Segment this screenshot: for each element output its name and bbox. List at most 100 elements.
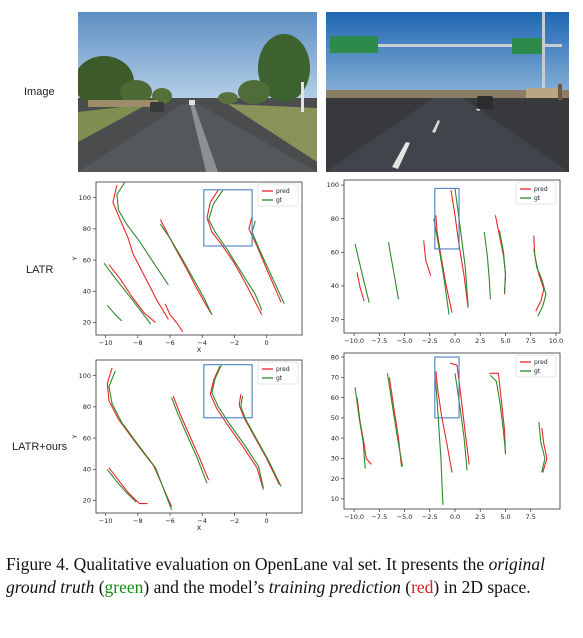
x-tick-label: −10 — [99, 517, 113, 525]
caption-red-word: red — [411, 577, 434, 597]
series-line-gt — [251, 220, 285, 305]
y-tick-label: 20 — [331, 475, 339, 483]
series-line-pred — [112, 184, 169, 320]
series-line-pred — [489, 372, 507, 455]
y-axis-label: Y — [71, 256, 79, 261]
caption-text-2: ( — [94, 577, 105, 597]
row-label-latr-ours: LATR+ours — [12, 441, 68, 453]
caption-text-5: ) in 2D space. — [433, 577, 531, 597]
legend-label-pred: pred — [534, 359, 548, 366]
series-line-pred — [423, 240, 432, 276]
x-tick-label: −10.0 — [344, 337, 364, 345]
legend-label-pred: pred — [276, 366, 290, 373]
series-line-pred — [164, 303, 184, 333]
series-line-pred — [108, 264, 156, 323]
legend-label-gt: gt — [276, 375, 283, 382]
row-label-image: Image — [24, 86, 55, 98]
series-line-gt — [454, 188, 469, 307]
legend-label-gt: gt — [276, 197, 283, 204]
x-tick-label: 2.5 — [475, 513, 485, 521]
series-line-gt — [387, 242, 400, 300]
x-axis-label: X — [197, 524, 202, 531]
road-photo-left — [78, 12, 317, 172]
y-tick-label: 60 — [331, 248, 339, 256]
x-tick-label: 2.5 — [475, 337, 485, 345]
series-line-pred — [356, 272, 365, 302]
plot-frame — [95, 181, 303, 336]
series-line-gt — [159, 223, 213, 315]
legend-label-pred: pred — [276, 188, 290, 195]
x-tick-label: −7.5 — [371, 337, 387, 345]
series-line-gt — [103, 262, 152, 325]
x-tick-label: 0 — [265, 517, 269, 525]
road-photo-right-image — [326, 12, 569, 172]
figure-caption: Figure 4. Qualitative evaluation on Open… — [6, 553, 578, 599]
legend-label-gt: gt — [534, 368, 541, 375]
y-tick-label: 30 — [331, 455, 339, 463]
plot-ours-right: −10.0 −7.5 −5.0 −2.5 0.0 2.5 5.0 7.5 10 20 30 40 50 6… — [318, 349, 566, 527]
caption-green-word: green — [104, 577, 144, 597]
x-tick-label: −10 — [99, 339, 113, 347]
caption-emphasis-ground-truth: original ground truth — [6, 554, 545, 597]
series-line-pred — [248, 216, 282, 303]
x-tick-label: −5.0 — [397, 337, 413, 345]
series-line-gt — [106, 304, 123, 322]
series-line-gt — [498, 230, 507, 293]
series-line-gt — [433, 218, 450, 315]
highlight-box — [434, 356, 460, 419]
series-line-gt — [211, 364, 264, 489]
x-tick-label: −2.5 — [422, 337, 438, 345]
x-tick-label: −5.0 — [397, 513, 413, 521]
x-tick-label: 10.0 — [549, 337, 563, 345]
plot-latr-right: −10.0 −7.5 −5.0 −2.5 0.0 2.5 5.0 7.5 10.0 20 40 60 8… — [318, 176, 566, 351]
series-line-pred — [435, 215, 453, 313]
y-tick-label: 40 — [331, 434, 339, 442]
series-line-gt — [171, 397, 208, 484]
x-tick-label: −2 — [230, 339, 240, 347]
caption-text-3: ) and the model’s — [143, 577, 269, 597]
x-tick-label: −4 — [197, 517, 207, 525]
x-tick-label: −8 — [133, 339, 143, 347]
series-line-gt — [240, 395, 282, 487]
y-tick-label: 60 — [83, 434, 91, 442]
x-tick-label: 0.0 — [450, 337, 460, 345]
x-tick-label: 5.0 — [500, 337, 510, 345]
y-tick-label: 40 — [83, 287, 91, 295]
chart-latr-right: −10.0 −7.5 −5.0 −2.5 0.0 2.5 5.0 7.5 10.0 20 40 60 8… — [327, 179, 563, 345]
series-line-gt — [386, 373, 404, 467]
y-tick-label: 80 — [83, 403, 91, 411]
highlight-box — [203, 189, 253, 247]
highlight-box — [434, 187, 460, 250]
y-tick-label: 10 — [331, 495, 339, 503]
series-line-gt — [354, 243, 370, 303]
series-line-gt — [538, 421, 546, 473]
y-tick-label: 20 — [83, 319, 91, 327]
chart-ours-right: −10.0 −7.5 −5.0 −2.5 0.0 2.5 5.0 7.5 10 20 30 40 50 6… — [331, 352, 561, 521]
y-tick-label: 60 — [331, 394, 339, 402]
y-tick-label: 40 — [331, 282, 339, 290]
series-line-pred — [159, 219, 213, 315]
road-photo-right — [326, 12, 569, 172]
x-tick-label: −2.5 — [422, 513, 438, 521]
caption-text-1: Figure 4. Qualitative evaluation on Open… — [6, 554, 489, 574]
series-line-gt — [454, 373, 468, 471]
y-tick-label: 80 — [331, 353, 339, 361]
y-axis-label: Y — [71, 434, 79, 439]
series-line-gt — [116, 181, 169, 286]
y-tick-label: 80 — [331, 215, 339, 223]
road-photo-left-image — [78, 12, 317, 172]
y-tick-label: 100 — [79, 372, 91, 380]
series-line-gt — [354, 387, 366, 469]
y-tick-label: 100 — [327, 181, 339, 189]
y-tick-label: 40 — [83, 465, 91, 473]
series-line-gt — [490, 374, 507, 453]
y-tick-label: 50 — [331, 414, 339, 422]
x-tick-label: 7.5 — [526, 513, 536, 521]
x-tick-label: 5.0 — [500, 513, 510, 521]
highlight-box — [203, 364, 253, 419]
series-line-gt — [108, 370, 173, 511]
series-line-gt — [533, 248, 547, 317]
plot-frame — [343, 179, 561, 334]
